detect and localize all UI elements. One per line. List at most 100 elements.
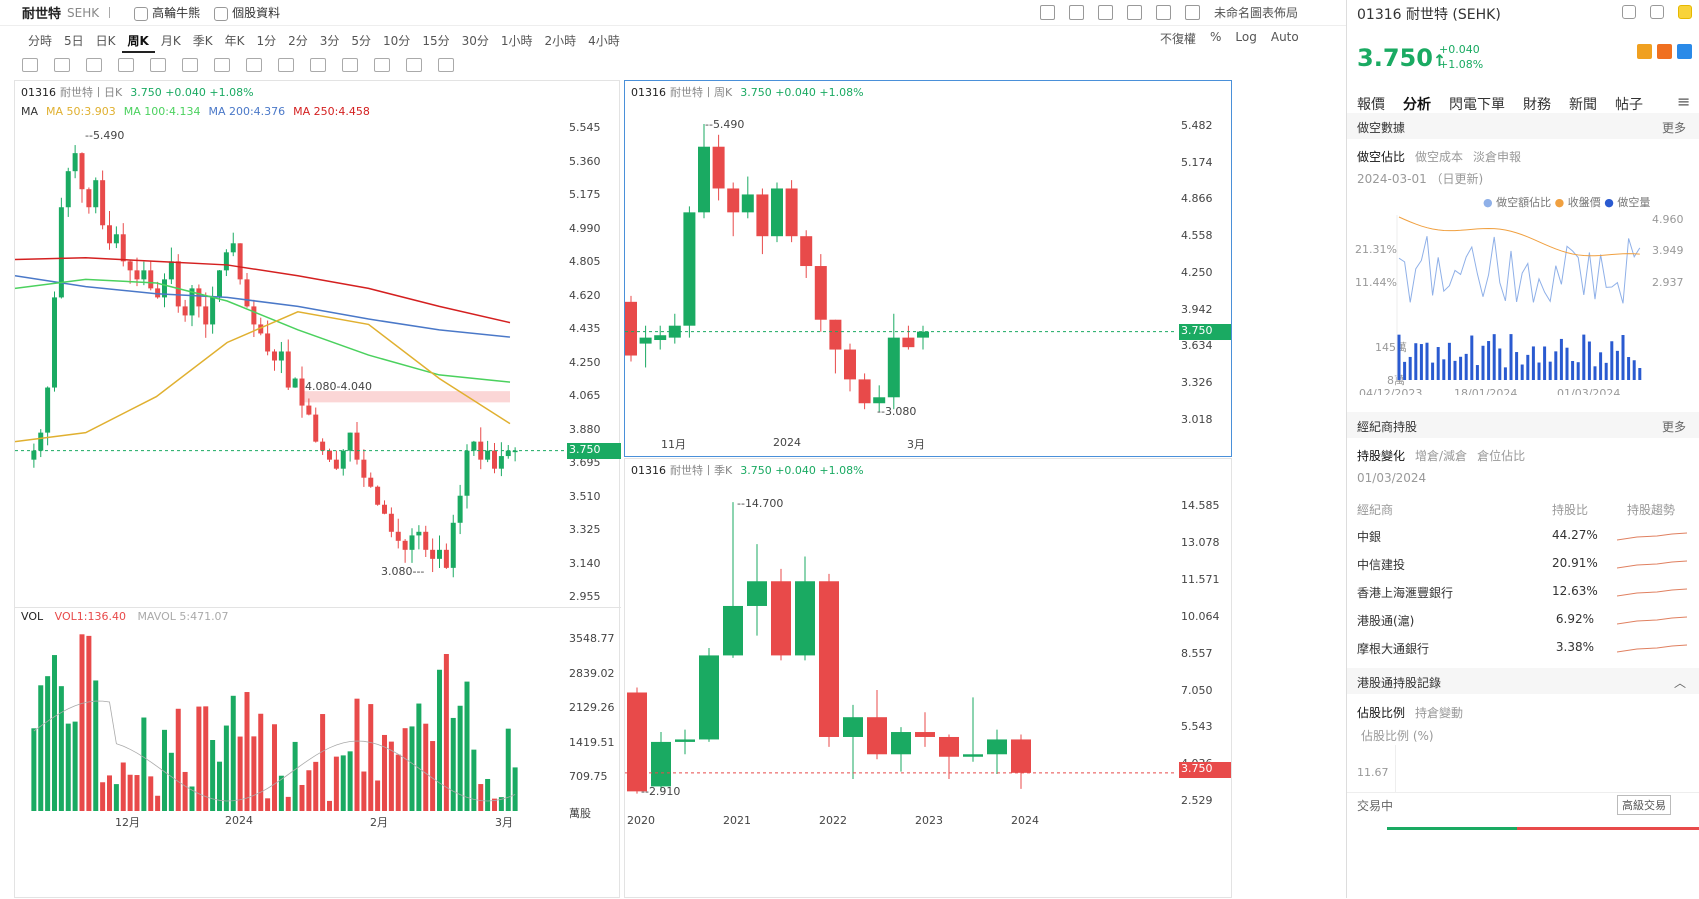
quarterly-chart-pane[interactable]: 01316 耐世特丨季K 3.750 +0.040 +1.08% 14.585 13.… bbox=[624, 458, 1232, 898]
volume-bar bbox=[210, 740, 216, 811]
period-tab[interactable]: 日K bbox=[95, 34, 116, 48]
short-ratio-tab[interactable]: 做空佔比 bbox=[1357, 150, 1406, 164]
period-tab[interactable]: 月K bbox=[160, 34, 181, 48]
holding-change-tab[interactable]: 持股變化 bbox=[1357, 449, 1406, 463]
wave-tool-icon[interactable] bbox=[86, 58, 102, 72]
period-tab[interactable]: 1分 bbox=[256, 34, 277, 48]
period-tab[interactable]: 年K bbox=[224, 34, 245, 48]
layout-select[interactable]: 未命名圖表佈局 bbox=[1214, 6, 1299, 20]
panel-tab[interactable]: 新聞 bbox=[1569, 97, 1597, 113]
fullscreen-icon[interactable] bbox=[1156, 5, 1171, 20]
hk-ratio-tab[interactable]: 佔股比例 bbox=[1357, 706, 1406, 720]
panel-tab[interactable]: 報價 bbox=[1357, 97, 1385, 113]
period-tab[interactable]: 季K bbox=[192, 34, 213, 48]
short-cost-tab[interactable]: 做空成本 bbox=[1415, 150, 1464, 164]
percent-toggle[interactable]: % bbox=[1210, 30, 1222, 44]
candle-body bbox=[141, 270, 147, 280]
refresh-icon[interactable] bbox=[1098, 5, 1113, 20]
panel-tab[interactable]: 閃電下單 bbox=[1449, 97, 1505, 113]
broker-col-pct: 持股比 bbox=[1552, 503, 1589, 517]
period-tab[interactable]: 2分 bbox=[288, 34, 308, 48]
candle-body bbox=[423, 531, 429, 550]
period-tabs: 分時 5日 日K 周K 月K 季K 年K 1分 2分 3分 5分 10分 15分 30分 1小時 2小時 4小時 bbox=[22, 30, 626, 53]
period-tab[interactable]: 5分 bbox=[351, 34, 372, 48]
period-tab[interactable]: 周K bbox=[121, 30, 155, 53]
measure-tool-icon[interactable] bbox=[246, 58, 262, 72]
period-tab[interactable]: 4小時 bbox=[588, 34, 620, 48]
gear-icon[interactable] bbox=[1127, 5, 1142, 20]
daily-chart-pane[interactable]: 01316 耐世特丨日K 3.750 +0.040 +1.08% MA MA 50:3… bbox=[14, 80, 621, 898]
trash-icon[interactable] bbox=[438, 58, 454, 72]
period-tab[interactable]: 5日 bbox=[64, 34, 84, 48]
weekly-chart-pane[interactable]: 01316 耐世特丨周K 3.750 +0.040 +1.08% 5.482 5.17… bbox=[624, 80, 1232, 457]
short-filing-tab[interactable]: 淡倉申報 bbox=[1473, 150, 1522, 164]
adjust-select[interactable]: 不復權 bbox=[1160, 32, 1197, 46]
lock-icon[interactable] bbox=[310, 58, 326, 72]
period-tab[interactable]: 15分 bbox=[422, 34, 450, 48]
period-tab[interactable]: 3分 bbox=[319, 34, 340, 48]
short-vol-bar bbox=[1509, 334, 1513, 380]
magnet-icon[interactable] bbox=[374, 58, 390, 72]
candle-body bbox=[189, 288, 195, 316]
position-ratio-tab[interactable]: 倉位佔比 bbox=[1477, 449, 1526, 463]
candle-body bbox=[203, 306, 209, 325]
panel-tab[interactable]: 帖子 bbox=[1615, 97, 1643, 113]
copy-icon[interactable] bbox=[406, 58, 422, 72]
candle-body bbox=[354, 432, 360, 460]
star-icon[interactable] bbox=[1678, 5, 1692, 19]
y-tick-label: 14.585 bbox=[1181, 499, 1220, 512]
short-badge-icon[interactable] bbox=[1657, 44, 1672, 59]
rect-tool-icon[interactable] bbox=[54, 58, 70, 72]
hk-change-tab[interactable]: 持倉變動 bbox=[1415, 706, 1464, 720]
indicator-icon[interactable] bbox=[1040, 5, 1055, 20]
period-tab[interactable]: 分時 bbox=[28, 34, 53, 48]
advanced-trade-button[interactable]: 高級交易 bbox=[1617, 795, 1671, 815]
short-vol-bar bbox=[1470, 335, 1474, 380]
period-tab[interactable]: 30分 bbox=[461, 34, 489, 48]
label-tool-icon[interactable] bbox=[214, 58, 230, 72]
candle-body bbox=[741, 194, 754, 213]
arrow-tool-icon[interactable] bbox=[150, 58, 166, 72]
broker-date: 01/03/2024 bbox=[1357, 471, 1427, 485]
short-vol-bar bbox=[1531, 346, 1535, 380]
y-tick-label: 13.078 bbox=[1181, 535, 1220, 549]
text-tool-icon[interactable] bbox=[182, 58, 198, 72]
fib-tool-icon[interactable] bbox=[118, 58, 134, 72]
bell-icon[interactable] bbox=[1650, 5, 1664, 19]
auto-toggle[interactable]: Auto bbox=[1270, 30, 1299, 44]
pencil-icon[interactable] bbox=[278, 58, 294, 72]
volume-bar bbox=[382, 734, 387, 811]
menu-icon[interactable]: ≡ bbox=[1677, 92, 1691, 111]
candle-body bbox=[93, 180, 99, 208]
draw-icon[interactable] bbox=[1069, 5, 1084, 20]
candle-body bbox=[368, 477, 374, 487]
collapse-icon[interactable]: ︿ bbox=[1673, 676, 1686, 690]
daily-candles bbox=[15, 145, 567, 811]
short-vol-bar bbox=[1431, 362, 1435, 380]
period-tab[interactable]: 2小時 bbox=[544, 34, 577, 48]
candle-body bbox=[58, 207, 64, 298]
candle-body bbox=[285, 351, 291, 388]
short-more-link[interactable]: 更多 bbox=[1661, 121, 1686, 135]
period-tab[interactable]: 1小時 bbox=[500, 34, 533, 48]
log-toggle[interactable]: Log bbox=[1235, 30, 1257, 44]
volume-bar bbox=[203, 706, 209, 811]
increase-decrease-tab[interactable]: 增倉/減倉 bbox=[1415, 449, 1468, 463]
eye-icon[interactable] bbox=[342, 58, 358, 72]
volume-bar bbox=[492, 798, 497, 811]
candle-body bbox=[306, 405, 312, 415]
bookmark-icon[interactable] bbox=[1622, 5, 1636, 19]
candle-body bbox=[747, 581, 767, 606]
volume-bar bbox=[217, 761, 222, 811]
lightning-badge-icon[interactable] bbox=[1677, 44, 1692, 59]
volume-bar bbox=[223, 725, 229, 811]
panel-tab[interactable]: 財務 bbox=[1523, 97, 1551, 113]
margin-badge-icon[interactable] bbox=[1637, 44, 1652, 59]
volume-bar bbox=[189, 786, 195, 811]
broker-more-link[interactable]: 更多 bbox=[1661, 420, 1686, 434]
line-tool-icon[interactable] bbox=[22, 58, 38, 72]
layout-icon[interactable] bbox=[1185, 5, 1200, 20]
period-tab[interactable]: 10分 bbox=[383, 34, 411, 48]
profile-link[interactable]: 個股資料 bbox=[214, 4, 280, 21]
warrants-link[interactable]: 高輪牛熊 bbox=[134, 4, 200, 21]
